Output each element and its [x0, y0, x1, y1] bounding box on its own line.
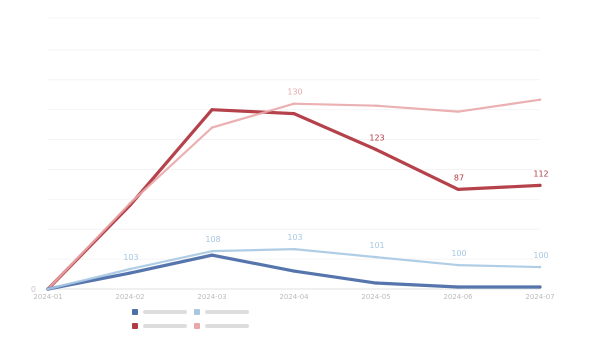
- data-label: 101: [369, 241, 384, 250]
- legend-swatch-3: [132, 323, 138, 329]
- data-label: 100: [451, 249, 466, 258]
- series-point: [210, 107, 214, 112]
- legend-label-placeholder-3: [143, 324, 187, 328]
- series-point: [292, 102, 296, 106]
- data-label: 87: [454, 173, 464, 182]
- series-point: [210, 249, 214, 253]
- series-point: [456, 110, 460, 114]
- series-point: [538, 183, 542, 188]
- series-point: [128, 267, 132, 271]
- series-point: [374, 104, 378, 108]
- data-label: 108: [205, 235, 220, 244]
- series-point: [46, 287, 50, 291]
- x-tick-label: 2024-02: [115, 293, 144, 301]
- series-point: [456, 263, 460, 267]
- data-label: 112: [533, 169, 548, 178]
- legend-layer: [132, 309, 249, 329]
- x-tick-label: 2024-01: [33, 293, 62, 301]
- series-point: [538, 285, 542, 289]
- data-label: 123: [369, 134, 384, 143]
- series-point: [374, 147, 378, 152]
- series-point: [128, 201, 132, 205]
- series-point: [210, 253, 214, 257]
- legend-label-placeholder-4: [205, 324, 249, 328]
- legend-swatch-4: [194, 323, 200, 329]
- grid-layer: [48, 17, 540, 290]
- series-point: [456, 285, 460, 289]
- data-label: 103: [287, 233, 302, 242]
- label-layer: 123 87 112 130 103 108 103 101 100 100: [123, 88, 548, 262]
- legend-swatch-1: [132, 309, 138, 315]
- series-line-1: [46, 108, 542, 291]
- x-tick-label: 2024-05: [361, 293, 390, 301]
- series-point: [374, 281, 378, 285]
- series-line-4: [46, 248, 542, 291]
- series-point: [292, 269, 296, 273]
- series-line-2: [46, 98, 542, 291]
- series-line-3: [46, 253, 542, 291]
- data-label: 130: [287, 88, 302, 97]
- y-tick-label: 0: [31, 285, 36, 294]
- series-point: [538, 265, 542, 269]
- series-point: [538, 98, 542, 102]
- data-label: 100: [533, 251, 548, 260]
- x-tick-label: 2024-04: [279, 293, 309, 301]
- series-layer: [46, 98, 542, 291]
- x-tick-label: 2024-07: [525, 293, 554, 301]
- series-point: [292, 111, 296, 116]
- legend-label-placeholder-2: [205, 310, 249, 314]
- x-tick-label: 2024-03: [197, 293, 226, 301]
- series-point: [292, 247, 296, 251]
- legend-swatch-2: [194, 309, 200, 315]
- series-point: [374, 255, 378, 259]
- series-point: [456, 187, 460, 192]
- x-tick-label: 2024-06: [443, 293, 473, 301]
- data-label: 103: [123, 253, 138, 262]
- series-point: [210, 126, 214, 129]
- legend-label-placeholder-1: [143, 310, 187, 314]
- series-point: [128, 271, 132, 275]
